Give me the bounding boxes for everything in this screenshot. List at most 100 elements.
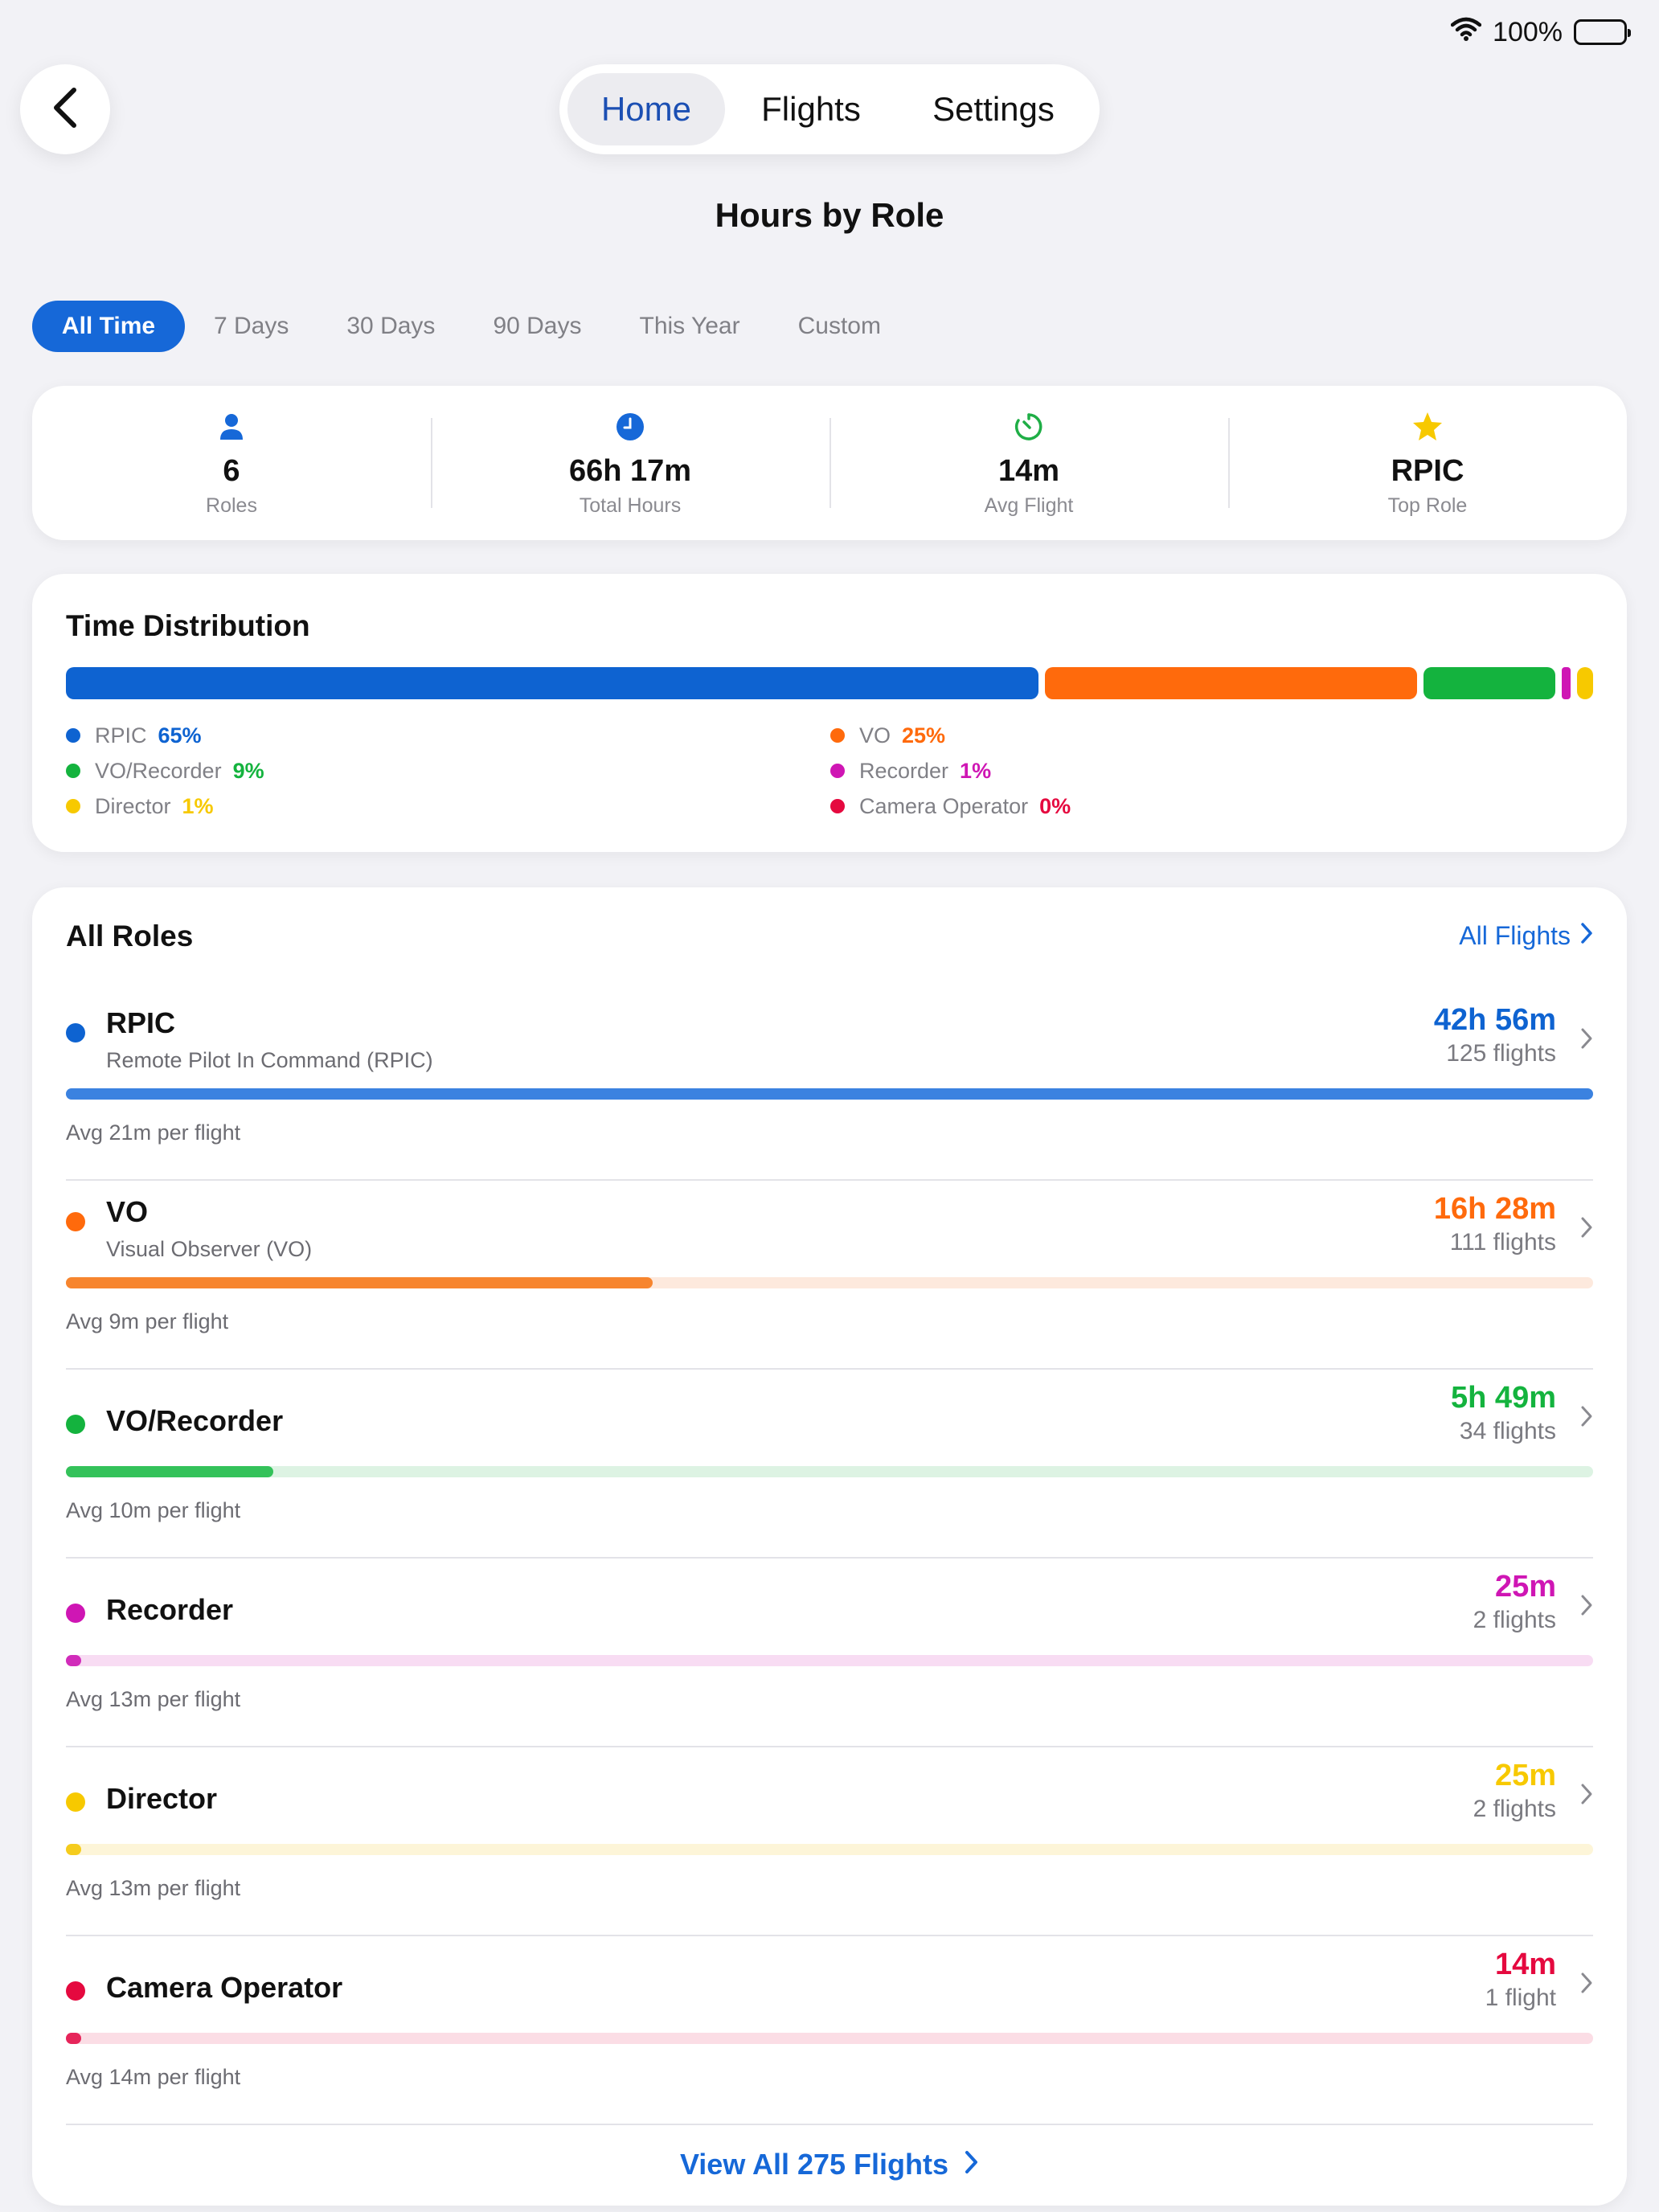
distribution-segment bbox=[66, 667, 1038, 699]
role-progress-track bbox=[66, 1655, 1593, 1666]
star-icon bbox=[1411, 409, 1444, 444]
distribution-segment bbox=[1562, 667, 1571, 699]
filter-all-time[interactable]: All Time bbox=[32, 301, 185, 352]
stat-value: 66h 17m bbox=[568, 453, 692, 488]
chevron-right-icon bbox=[1580, 1783, 1593, 1809]
legend-dot bbox=[830, 799, 845, 813]
divider bbox=[66, 1179, 1593, 1181]
tab-settings[interactable]: Settings bbox=[932, 90, 1055, 128]
role-progress-fill bbox=[66, 1466, 274, 1477]
summary-stats-card: 6 Roles 66h 17m Total Hours 14m Avg Flig… bbox=[32, 386, 1627, 540]
role-average: Avg 14m per flight bbox=[66, 2065, 241, 2089]
card-title: Time Distribution bbox=[66, 609, 310, 642]
view-all-flights-button[interactable]: View All 275 Flights bbox=[32, 2148, 1627, 2181]
stat-value: RPIC bbox=[1391, 453, 1464, 488]
role-row[interactable]: Camera Operator 14m 1 flight Avg 14m per fl… bbox=[66, 1936, 1593, 2125]
card-title: All Roles bbox=[66, 920, 194, 952]
stat-value: 14m bbox=[997, 453, 1060, 488]
tab-home[interactable]: Home bbox=[567, 73, 725, 145]
legend-item: Recorder 1% bbox=[830, 759, 1593, 783]
stat-roles: 6 Roles bbox=[32, 386, 431, 540]
role-color-dot bbox=[66, 1604, 85, 1623]
legend-name: VO bbox=[859, 723, 891, 748]
role-flight-count: 1 flight bbox=[1485, 1985, 1556, 2011]
filter-custom[interactable]: Custom bbox=[797, 313, 881, 339]
role-progress-track bbox=[66, 1466, 1593, 1477]
legend-pct: 9% bbox=[232, 758, 264, 783]
chevron-right-icon bbox=[1580, 1216, 1593, 1243]
legend-item: VO/Recorder 9% bbox=[66, 759, 830, 783]
back-button[interactable] bbox=[20, 64, 110, 154]
legend-item: RPIC 65% bbox=[66, 723, 830, 748]
distribution-legend: RPIC 65% VO 25% VO/Recorder 9% Recorder 1% D… bbox=[66, 723, 1593, 818]
stat-label: Avg Flight bbox=[984, 494, 1074, 517]
role-progress-track bbox=[66, 2033, 1593, 2044]
view-all-label: View All 275 Flights bbox=[679, 2148, 949, 2181]
filter-90-days[interactable]: 90 Days bbox=[493, 313, 582, 339]
legend-dot bbox=[830, 764, 845, 778]
filter-30-days[interactable]: 30 Days bbox=[346, 313, 436, 339]
person-icon bbox=[219, 409, 244, 444]
distribution-segment bbox=[1577, 667, 1593, 699]
role-flight-count: 2 flights bbox=[1473, 1607, 1556, 1633]
stat-top-role: RPIC Top Role bbox=[1228, 386, 1627, 540]
legend-name: VO/Recorder bbox=[95, 758, 222, 783]
role-average: Avg 21m per flight bbox=[66, 1120, 241, 1145]
role-progress-track bbox=[66, 1088, 1593, 1100]
role-progress-fill bbox=[66, 1844, 81, 1855]
legend-dot bbox=[66, 799, 80, 813]
stat-value: 6 bbox=[223, 453, 240, 488]
role-flight-count: 2 flights bbox=[1473, 1796, 1556, 1822]
stat-total-hours: 66h 17m Total Hours bbox=[431, 386, 830, 540]
role-row[interactable]: VO/Recorder 5h 49m 34 flights Avg 10m per f… bbox=[66, 1370, 1593, 1559]
clock-icon bbox=[616, 409, 645, 444]
all-roles-card: All Roles All Flights RPIC Remote Pilot I… bbox=[32, 887, 1627, 2206]
time-distribution-card: Time Distribution RPIC 65% VO 25% VO/Recor… bbox=[32, 574, 1627, 852]
role-name: Director bbox=[106, 1782, 218, 1815]
role-average: Avg 13m per flight bbox=[66, 1687, 241, 1711]
role-progress-fill bbox=[66, 1655, 81, 1666]
time-filter-bar: All Time 7 Days 30 Days 90 Days This Yea… bbox=[32, 301, 910, 352]
role-hours: 16h 28m bbox=[1433, 1192, 1556, 1226]
role-progress-fill bbox=[66, 2033, 81, 2044]
legend-item: Camera Operator 0% bbox=[830, 794, 1593, 818]
role-average: Avg 10m per flight bbox=[66, 1498, 241, 1522]
role-color-dot bbox=[66, 1415, 85, 1434]
distribution-bar bbox=[66, 667, 1593, 699]
battery-icon bbox=[1574, 19, 1631, 45]
role-progress-fill bbox=[66, 1277, 653, 1288]
legend-dot bbox=[66, 764, 80, 778]
chevron-right-icon bbox=[1580, 921, 1593, 951]
role-row[interactable]: VO Visual Observer (VO) 16h 28m 111 flights… bbox=[66, 1181, 1593, 1370]
chevron-right-icon bbox=[1580, 1027, 1593, 1054]
role-color-dot bbox=[66, 1981, 85, 2001]
role-name: VO bbox=[106, 1195, 149, 1228]
filter-this-year[interactable]: This Year bbox=[639, 313, 740, 339]
role-color-dot bbox=[66, 1023, 85, 1043]
role-hours: 25m bbox=[1494, 1759, 1556, 1792]
role-color-dot bbox=[66, 1792, 85, 1812]
role-row[interactable]: RPIC Remote Pilot In Command (RPIC) 42h 56… bbox=[66, 992, 1593, 1181]
role-row[interactable]: Recorder 25m 2 flights Avg 13m per flight bbox=[66, 1559, 1593, 1747]
role-name: Camera Operator bbox=[106, 1971, 343, 2004]
legend-pct: 65% bbox=[158, 723, 202, 748]
legend-pct: 1% bbox=[182, 793, 214, 818]
divider bbox=[66, 2124, 1593, 2125]
role-flight-count: 125 flights bbox=[1446, 1040, 1556, 1067]
role-name: Recorder bbox=[106, 1593, 234, 1626]
legend-pct: 1% bbox=[960, 758, 992, 783]
legend-item: VO 25% bbox=[830, 723, 1593, 748]
filter-7-days[interactable]: 7 Days bbox=[214, 313, 289, 339]
legend-dot bbox=[66, 728, 80, 743]
role-color-dot bbox=[66, 1212, 85, 1231]
legend-name: Recorder bbox=[859, 758, 949, 783]
battery-percent: 100% bbox=[1493, 16, 1563, 47]
tab-flights[interactable]: Flights bbox=[761, 90, 861, 128]
role-row[interactable]: Director 25m 2 flights Avg 13m per flight bbox=[66, 1747, 1593, 1936]
legend-item: Director 1% bbox=[66, 794, 830, 818]
distribution-segment bbox=[1423, 667, 1555, 699]
divider bbox=[66, 1746, 1593, 1747]
all-flights-link[interactable]: All Flights bbox=[1459, 921, 1593, 951]
role-hours: 42h 56m bbox=[1433, 1003, 1556, 1037]
wifi-icon bbox=[1450, 17, 1482, 48]
